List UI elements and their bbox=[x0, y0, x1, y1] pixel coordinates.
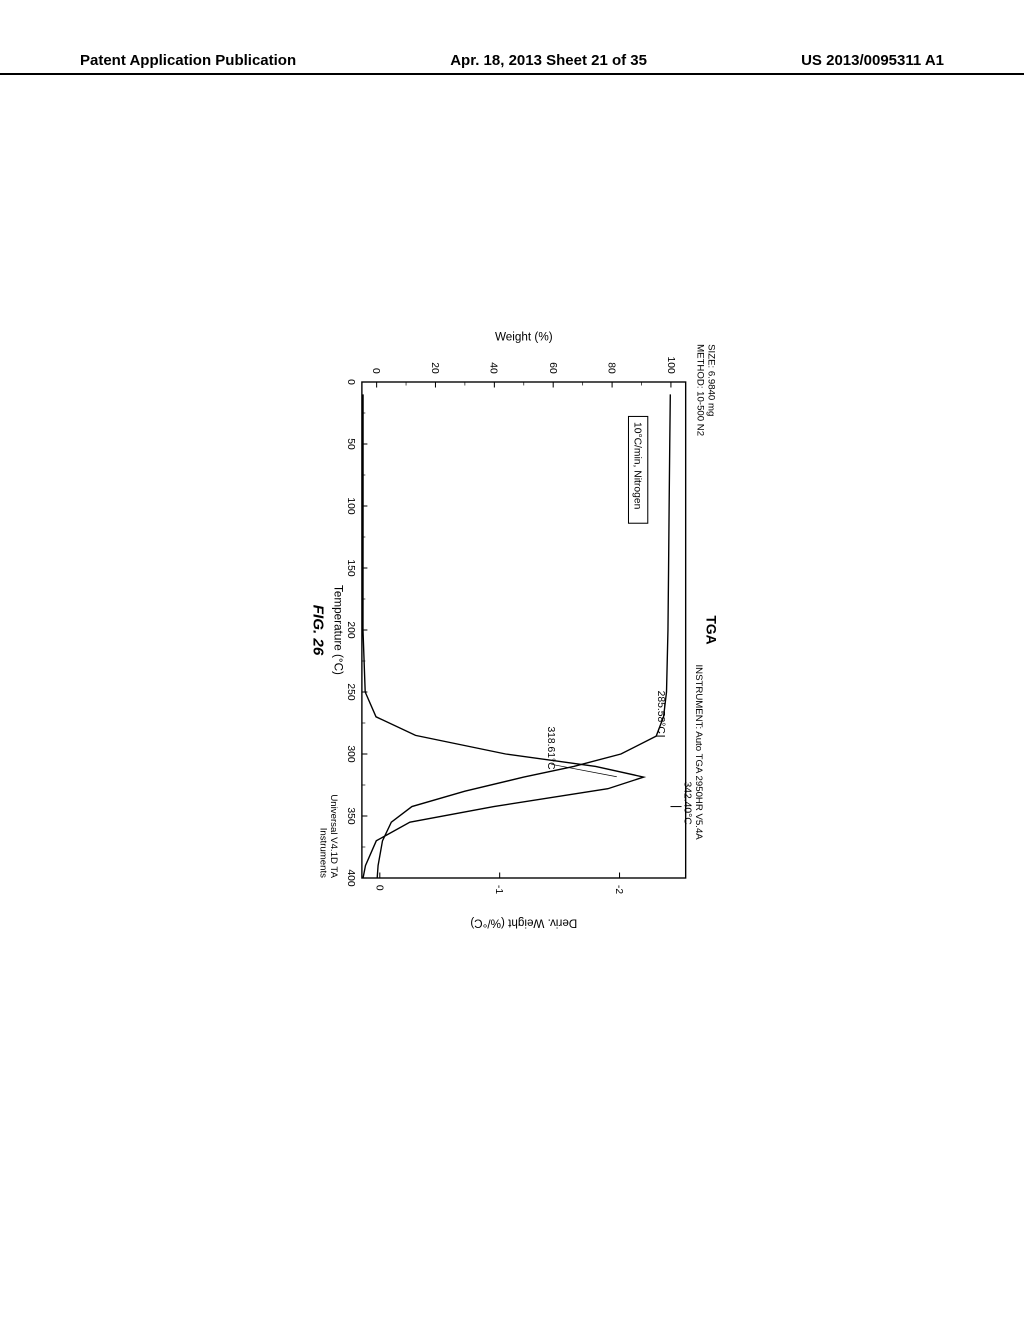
x-tick-8: 400 bbox=[345, 869, 356, 886]
yl-tick-5: 100 bbox=[665, 356, 676, 373]
software-label-1: Universal V4.1D TA bbox=[328, 794, 339, 878]
x-tick-5: 250 bbox=[345, 683, 356, 700]
software-label-2: Instruments bbox=[318, 828, 329, 878]
tga-chart: SIZE: 6.9840 mg METHOD: 10-500 N2 TGA IN… bbox=[60, 320, 960, 940]
chart-title: TGA bbox=[703, 615, 718, 644]
x-tick-7: 350 bbox=[345, 807, 356, 824]
header-center: Apr. 18, 2013 Sheet 21 of 35 bbox=[450, 52, 647, 69]
yl-tick-3: 60 bbox=[547, 362, 558, 374]
chart-svg: SIZE: 6.9840 mg METHOD: 10-500 N2 TGA IN… bbox=[60, 320, 960, 940]
x-tick-4: 200 bbox=[345, 621, 356, 638]
annotation-2: 342.40°C bbox=[681, 782, 692, 826]
page-header: Patent Application Publication Apr. 18, … bbox=[0, 52, 1024, 75]
x-axis-label: Temperature (°C) bbox=[331, 585, 344, 675]
x-tick-0: 0 bbox=[345, 379, 356, 385]
yl-tick-1: 20 bbox=[429, 362, 440, 374]
meta-size: SIZE: 6.9840 mg bbox=[705, 344, 716, 416]
y-right-ticks bbox=[380, 872, 620, 878]
meta-instrument: INSTRUMENT: Auto TGA 2950HR V5.4A bbox=[693, 664, 704, 840]
x-tick-3: 150 bbox=[345, 559, 356, 576]
x-tick-6: 300 bbox=[345, 745, 356, 762]
figure-label: FIG. 26 bbox=[310, 605, 327, 656]
legend-text: 10°C/min, Nitrogen bbox=[632, 422, 643, 510]
annotation-1: 285.58°C bbox=[655, 691, 666, 735]
weight-curve bbox=[377, 394, 670, 878]
yr-tick-0: 0 bbox=[373, 885, 384, 891]
y-right-label: Deriv. Weight (%/°C) bbox=[470, 916, 577, 929]
y-left-ticks bbox=[377, 382, 671, 388]
meta-method: METHOD: 10-500 N2 bbox=[694, 344, 705, 436]
annotation-3-line bbox=[551, 764, 616, 776]
x-tick-2: 100 bbox=[345, 497, 356, 514]
header-left: Patent Application Publication bbox=[80, 52, 296, 69]
deriv-curve bbox=[363, 394, 644, 878]
annotation-3: 318.61°C bbox=[545, 726, 556, 770]
yl-tick-0: 0 bbox=[370, 368, 381, 374]
yl-tick-2: 40 bbox=[488, 362, 499, 374]
y-left-label: Weight (%) bbox=[495, 331, 553, 344]
header-right: US 2013/0095311 A1 bbox=[801, 52, 944, 69]
yr-tick-1: -1 bbox=[493, 885, 504, 894]
x-tick-1: 50 bbox=[345, 438, 356, 450]
yr-tick-2: -2 bbox=[613, 885, 624, 894]
yl-tick-4: 80 bbox=[606, 362, 617, 374]
